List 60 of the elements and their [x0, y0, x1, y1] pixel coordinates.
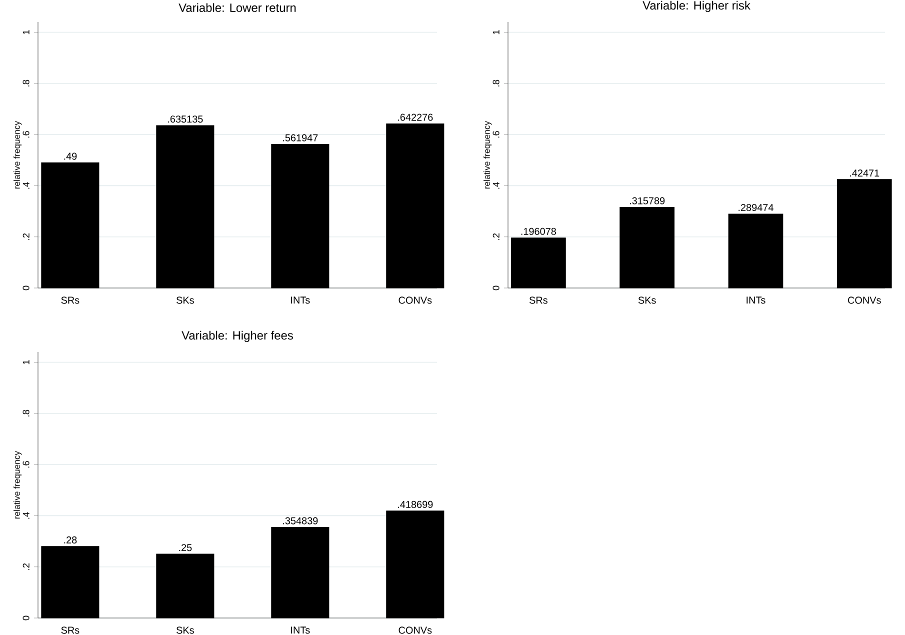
y-tick-label: .2 — [22, 233, 30, 240]
data-label: .418699 — [398, 500, 433, 508]
x-tick-label: SKs — [638, 296, 656, 304]
bar — [271, 144, 330, 288]
y-tick-label: 0 — [22, 286, 30, 290]
data-label: .354839 — [283, 517, 318, 524]
data-label: .28 — [64, 536, 77, 544]
x-tick-label: SRs — [61, 296, 80, 304]
y-tick-label: 1 — [22, 360, 30, 364]
y-tick-label: .2 — [492, 233, 500, 240]
bar — [836, 179, 892, 288]
y-tick-label: .4 — [492, 182, 500, 189]
chart-title: Variable: Higher risk — [642, 0, 750, 12]
x-tick-label: SKs — [176, 626, 194, 634]
bar — [271, 526, 330, 618]
chart-title: Variable: Lower return — [178, 3, 296, 12]
y-tick-label: 0 — [492, 286, 500, 290]
x-tick-label: INTs — [291, 626, 310, 634]
bar — [41, 162, 100, 288]
bar — [41, 546, 100, 618]
x-tick-label: CONVs — [398, 626, 432, 634]
y-axis-title: relative frequency — [14, 120, 22, 189]
x-tick-label: CONVs — [848, 296, 881, 304]
x-tick-label: SRs — [529, 296, 548, 304]
bar — [386, 123, 444, 288]
data-label: .196078 — [521, 228, 556, 235]
bar — [728, 214, 784, 288]
x-tick-label: SRs — [61, 626, 80, 634]
y-tick-label: .4 — [22, 512, 30, 519]
bar — [156, 125, 214, 288]
y-tick-label: .2 — [22, 563, 30, 570]
x-tick-label: SKs — [176, 296, 194, 304]
x-tick-label: INTs — [291, 296, 310, 304]
chart-title: Variable: Higher fees — [182, 330, 293, 342]
x-tick-label: CONVs — [398, 296, 432, 304]
y-axis-title: relative frequency — [484, 120, 492, 189]
data-label: .289474 — [738, 204, 774, 212]
data-label: .315789 — [630, 197, 665, 204]
y-tick-label: 0 — [22, 616, 30, 620]
data-label: .42471 — [850, 169, 880, 176]
y-tick-label: .6 — [22, 131, 30, 138]
y-tick-label: .6 — [22, 461, 30, 468]
bar — [386, 510, 444, 618]
y-tick-label: 1 — [22, 30, 30, 34]
y-axis-title: relative frequency — [14, 450, 22, 519]
data-label: .561947 — [283, 134, 318, 142]
data-label: .642276 — [398, 114, 433, 121]
y-tick-label: .8 — [22, 410, 30, 416]
data-label: .49 — [64, 152, 77, 160]
bar — [620, 206, 674, 288]
bar — [156, 554, 214, 618]
y-tick-label: .8 — [492, 80, 500, 86]
y-tick-label: .4 — [22, 182, 30, 189]
data-label: .635135 — [168, 116, 203, 123]
data-label: .25 — [179, 544, 192, 552]
y-tick-label: .6 — [492, 131, 500, 138]
bar — [511, 238, 566, 288]
y-tick-label: .8 — [22, 80, 30, 86]
x-tick-label: INTs — [746, 296, 766, 304]
y-tick-label: 1 — [492, 30, 500, 34]
